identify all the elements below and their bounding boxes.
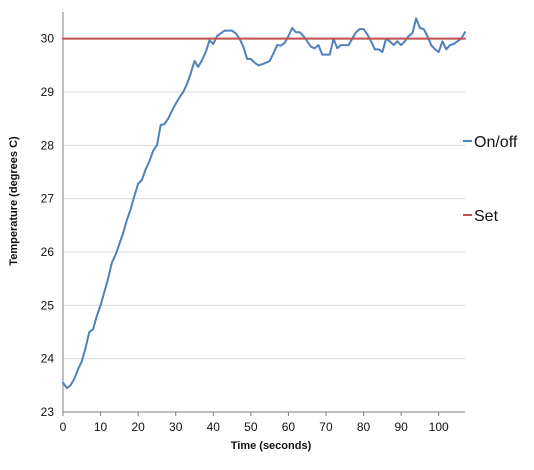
x-tick-label: 40 — [207, 420, 221, 434]
y-tick-label: 28 — [41, 138, 55, 152]
x-tick-label: 100 — [429, 420, 449, 434]
x-tick-label: 0 — [60, 420, 67, 434]
series-line-on-off — [62, 17, 466, 389]
x-tick-label: 60 — [282, 420, 296, 434]
legend-label: Set — [474, 208, 499, 225]
x-axis-ticks: 0 10 20 30 40 50 60 70 80 90 100 — [60, 420, 449, 434]
legend-label: On/off — [474, 134, 518, 151]
legend-item: On/off — [463, 134, 518, 151]
legend: On/off Set — [463, 134, 518, 225]
x-tick-label: 70 — [319, 420, 333, 434]
gridlines — [63, 38, 465, 360]
x-tick-label: 90 — [394, 420, 408, 434]
y-axis-title: Temperature (degrees C) — [8, 136, 20, 266]
y-tick-label: 23 — [41, 405, 55, 419]
y-tick-label: 27 — [41, 192, 55, 206]
x-tick-label: 30 — [169, 420, 183, 434]
y-tick-label: 30 — [41, 32, 55, 46]
y-tick-label: 29 — [41, 85, 55, 99]
y-tick-label: 24 — [41, 352, 55, 366]
x-tick-label: 50 — [244, 420, 258, 434]
y-axis-ticks: 23 24 25 26 27 28 29 30 — [41, 32, 55, 419]
x-axis-title: Time (seconds) — [231, 440, 312, 452]
x-tick-label: 10 — [94, 420, 108, 434]
y-tick-label: 25 — [41, 298, 55, 312]
x-tick-label: 80 — [357, 420, 371, 434]
legend-item: Set — [463, 208, 499, 225]
y-tick-label: 26 — [41, 245, 55, 259]
x-tick-label: 20 — [131, 420, 145, 434]
axes — [62, 12, 465, 416]
series-lines — [62, 17, 466, 389]
